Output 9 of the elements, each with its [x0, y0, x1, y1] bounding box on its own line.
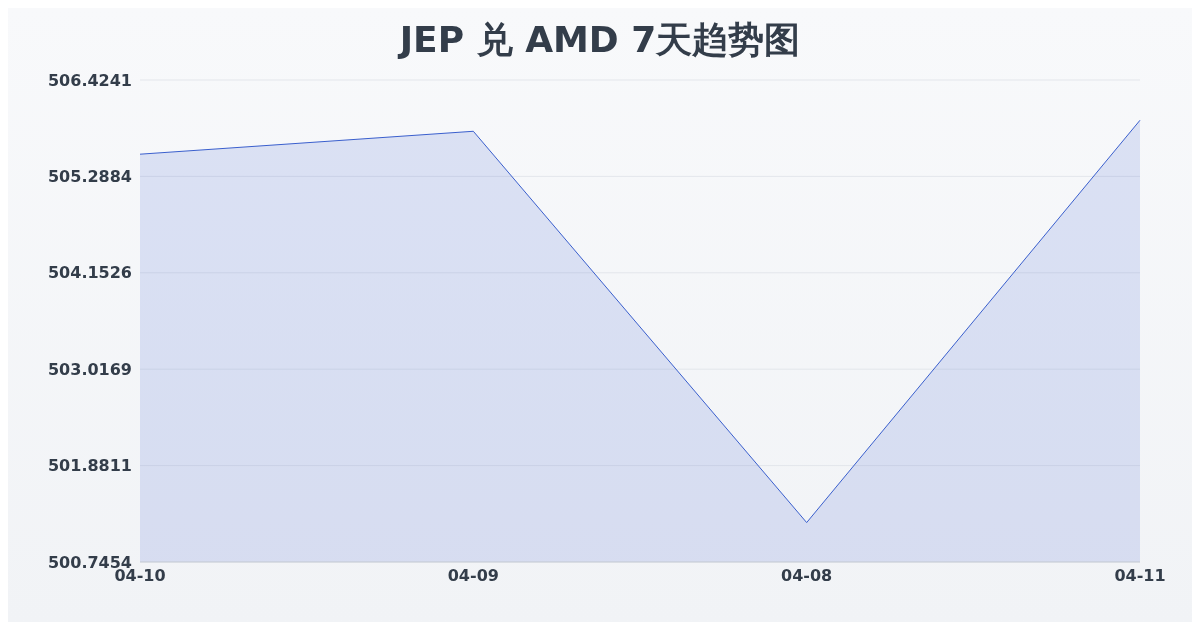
x-tick-label: 04-09	[447, 566, 499, 586]
x-tick-label: 04-11	[1114, 566, 1166, 586]
y-tick-label: 504.1526	[47, 263, 132, 283]
chart-title: JEP 兑 AMD 7天趋势图	[396, 18, 802, 62]
y-tick-label: 505.2884	[47, 167, 132, 187]
y-tick-label: 503.0169	[47, 359, 132, 379]
x-tick-label: 04-08	[781, 566, 833, 586]
y-tick-label: 506.4241	[47, 70, 132, 90]
y-tick-label: 501.8811	[47, 456, 132, 476]
